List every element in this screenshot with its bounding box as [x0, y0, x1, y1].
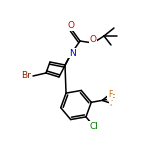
Text: O: O — [67, 21, 74, 31]
Text: O: O — [90, 36, 97, 45]
Text: Cl: Cl — [89, 122, 98, 131]
Text: F: F — [110, 94, 114, 103]
Text: F: F — [108, 90, 112, 99]
Text: F: F — [109, 99, 114, 108]
Text: Br: Br — [21, 71, 31, 81]
Text: N: N — [69, 48, 75, 57]
